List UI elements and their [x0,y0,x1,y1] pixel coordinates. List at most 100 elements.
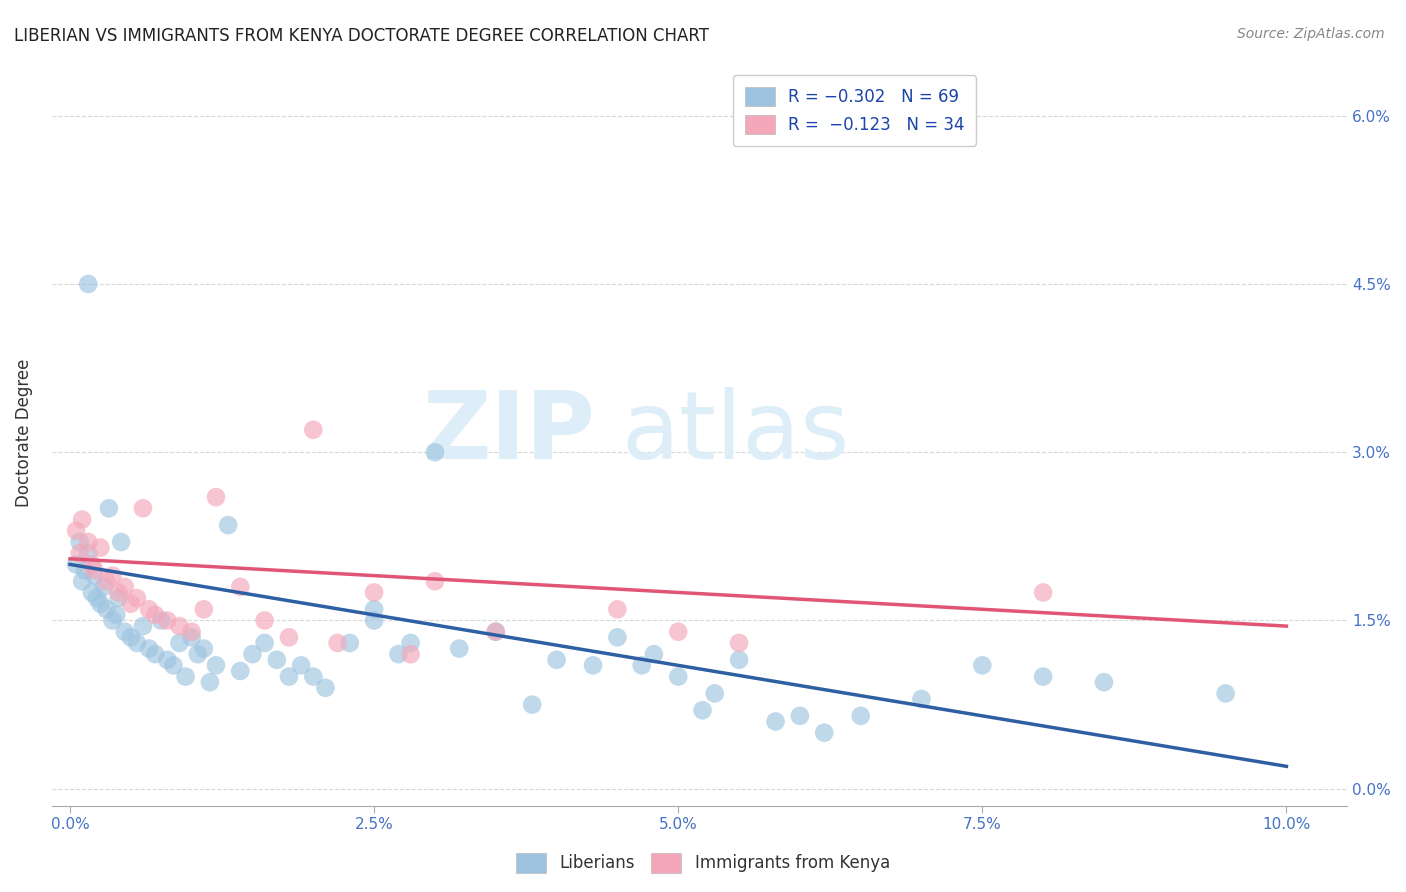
Point [1215,686,1237,700]
Point [193,602,215,616]
Point [70,574,93,589]
Point [606,602,628,616]
Point [120,630,142,644]
Point [643,647,665,661]
Text: atlas: atlas [621,386,851,479]
Point [77,277,100,291]
Point [73,563,96,577]
Point [83,563,105,577]
Point [229,664,252,678]
Point [278,670,301,684]
Point [138,641,160,656]
Point [399,636,422,650]
Legend: R = −0.302   N = 69, R =  −0.123   N = 34: R = −0.302 N = 69, R = −0.123 N = 34 [733,76,976,145]
Point [703,686,725,700]
Point [174,670,197,684]
Point [229,580,252,594]
Point [1032,585,1054,599]
Point [630,658,652,673]
Point [97,501,120,516]
Point [582,658,605,673]
Point [423,574,446,589]
Point [205,490,228,504]
Point [107,591,129,605]
Point [485,624,508,639]
Point [972,658,994,673]
Point [399,647,422,661]
Point [253,636,276,650]
Point [1032,670,1054,684]
Point [217,518,239,533]
Point [266,653,288,667]
Point [83,568,105,582]
Point [193,641,215,656]
Point [326,636,349,650]
Point [606,630,628,644]
Point [278,630,301,644]
Point [205,658,228,673]
Point [89,541,111,555]
Point [107,585,129,599]
Text: Source: ZipAtlas.com: Source: ZipAtlas.com [1237,27,1385,41]
Point [162,658,184,673]
Point [156,614,179,628]
Point [910,692,932,706]
Point [89,597,111,611]
Point [114,580,136,594]
Point [70,512,93,526]
Point [198,675,221,690]
Point [187,647,209,661]
Point [110,535,132,549]
Point [765,714,787,729]
Point [96,602,118,616]
Point [125,591,148,605]
Point [156,653,179,667]
Point [150,614,173,628]
Point [290,658,312,673]
Point [363,614,385,628]
Point [65,524,87,538]
Point [314,681,336,695]
Point [363,585,385,599]
Point [132,619,155,633]
Point [77,535,100,549]
Point [728,636,751,650]
Legend: Liberians, Immigrants from Kenya: Liberians, Immigrants from Kenya [509,847,897,880]
Point [302,423,325,437]
Point [65,558,87,572]
Point [143,607,166,622]
Point [101,568,124,582]
Point [101,614,124,628]
Point [849,709,872,723]
Text: LIBERIAN VS IMMIGRANTS FROM KENYA DOCTORATE DEGREE CORRELATION CHART: LIBERIAN VS IMMIGRANTS FROM KENYA DOCTOR… [14,27,709,45]
Point [80,585,103,599]
Point [789,709,811,723]
Point [546,653,568,667]
Point [423,445,446,459]
Point [86,591,108,605]
Point [132,501,155,516]
Y-axis label: Doctorate Degree: Doctorate Degree [15,359,32,507]
Point [114,624,136,639]
Point [96,574,118,589]
Point [120,597,142,611]
Point [666,670,689,684]
Point [105,607,128,622]
Text: ZIP: ZIP [423,386,596,479]
Point [253,614,276,628]
Point [93,580,115,594]
Point [77,546,100,560]
Point [692,703,714,717]
Point [169,619,191,633]
Point [449,641,471,656]
Point [302,670,325,684]
Point [125,636,148,650]
Point [813,725,835,739]
Point [485,624,508,639]
Point [339,636,361,650]
Point [522,698,544,712]
Point [242,647,264,661]
Point [143,647,166,661]
Point [387,647,409,661]
Point [180,630,202,644]
